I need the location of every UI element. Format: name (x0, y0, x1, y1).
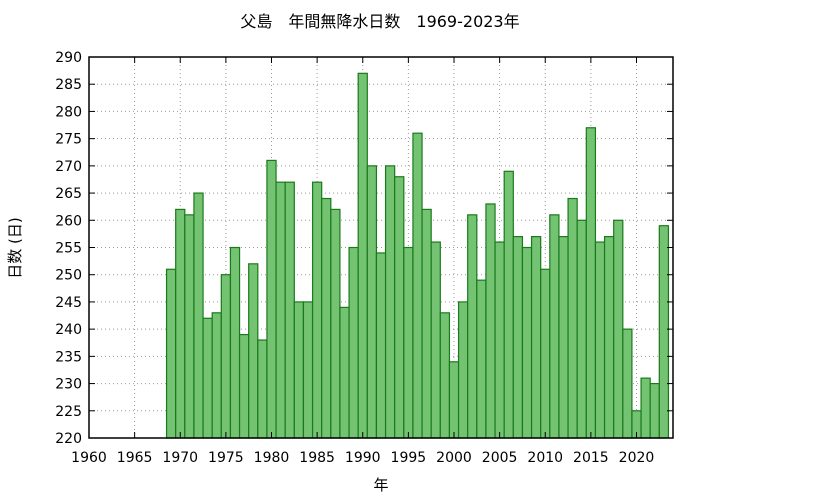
bar-1979 (257, 339, 268, 439)
bar-1986 (321, 197, 332, 439)
y-tick-label: 275 (55, 132, 82, 148)
bar-1990 (357, 72, 368, 439)
x-tick-label: 2020 (619, 450, 655, 466)
bar-1999 (439, 312, 451, 439)
bar-2016 (594, 241, 606, 439)
x-tick-label: 2000 (436, 450, 472, 466)
y-axis-label: 日数 (日) (6, 217, 24, 278)
y-tick-label: 280 (55, 104, 82, 120)
bar-2022 (649, 382, 660, 439)
bar-1970 (175, 208, 186, 439)
bar-1974 (211, 312, 222, 439)
y-tick-label: 255 (55, 241, 82, 257)
bar-1972 (193, 192, 204, 439)
y-tick-label: 250 (55, 268, 82, 284)
bar-1987 (330, 208, 341, 439)
x-tick-label: 1990 (345, 450, 381, 466)
x-tick-label: 2015 (573, 450, 609, 466)
y-tick-label: 220 (55, 431, 82, 447)
bar-2005 (494, 241, 505, 439)
y-tick-label: 245 (55, 295, 82, 311)
y-tick-label: 285 (55, 77, 82, 93)
bar-1994 (394, 176, 405, 439)
chart-title: 父島 年間無降水日数 1969-2023年 (240, 12, 519, 31)
y-tick-label: 290 (55, 50, 82, 66)
x-tick-label: 2010 (527, 450, 563, 466)
bar-2000 (448, 361, 460, 439)
y-tick-label: 230 (55, 377, 82, 393)
bar-1989 (348, 246, 359, 439)
y-tick-label: 225 (55, 404, 82, 420)
bar-2010 (540, 268, 551, 439)
bar-2019 (622, 328, 633, 439)
bar-2014 (576, 219, 587, 439)
x-tick-label: 2005 (482, 450, 518, 466)
bar-2018 (613, 219, 624, 439)
bar-2015 (585, 127, 597, 439)
bar-1982 (284, 181, 295, 439)
y-tick-label: 260 (55, 213, 82, 229)
bar-1993 (384, 165, 396, 439)
bar-1988 (339, 306, 350, 439)
bar-1991 (366, 165, 378, 439)
bar-2021 (640, 377, 651, 439)
bar-2013 (567, 197, 578, 439)
y-tick-label: 270 (55, 159, 82, 175)
x-tick-label: 1995 (391, 450, 427, 466)
bar-1976 (229, 246, 241, 439)
y-axis-ticks: 220 225 230 235 240 245 250 255 260 265 270 275 280 2… (55, 50, 673, 447)
x-axis-label: 年 (373, 476, 388, 494)
y-tick-label: 240 (55, 322, 82, 338)
bar-2003 (476, 279, 487, 439)
bar-2006 (503, 170, 514, 439)
bars (165, 72, 670, 439)
x-tick-label: 1980 (254, 450, 290, 466)
bar-2011 (549, 214, 560, 439)
y-tick-label: 265 (55, 186, 82, 202)
bar-1998 (430, 241, 441, 439)
bar-1996 (412, 132, 423, 439)
bar-2023 (658, 225, 670, 439)
bar-2007 (512, 236, 524, 439)
bar-1983 (293, 301, 305, 439)
bar-2004 (485, 203, 496, 439)
bar-1985 (311, 181, 323, 439)
bar-1973 (202, 317, 213, 439)
bar-2017 (603, 236, 615, 439)
bar-1981 (275, 181, 286, 439)
bar-1975 (220, 274, 232, 439)
bar-1977 (238, 333, 250, 439)
x-tick-label: 1965 (117, 450, 153, 466)
x-tick-label: 1985 (299, 450, 335, 466)
bar-1978 (248, 263, 259, 439)
bar-1969 (165, 268, 177, 439)
x-tick-label: 1970 (162, 450, 198, 466)
bar-1997 (421, 208, 432, 439)
bar-1984 (302, 301, 314, 439)
bar-1992 (375, 252, 387, 439)
y-tick-label: 235 (55, 349, 82, 365)
bar-2002 (467, 214, 478, 439)
bar-2009 (530, 236, 542, 439)
bar-1971 (184, 214, 195, 439)
bar-2001 (457, 301, 469, 439)
bar-1995 (403, 246, 414, 439)
bar-2012 (558, 236, 569, 439)
x-axis-ticks: 1960 1965 1970 1975 1980 1985 1990 1995 2000 2005… (71, 57, 654, 466)
x-tick-label: 1975 (208, 450, 244, 466)
x-tick-label: 1960 (71, 450, 107, 466)
bar-1980 (266, 159, 277, 439)
bar-2008 (521, 246, 533, 439)
